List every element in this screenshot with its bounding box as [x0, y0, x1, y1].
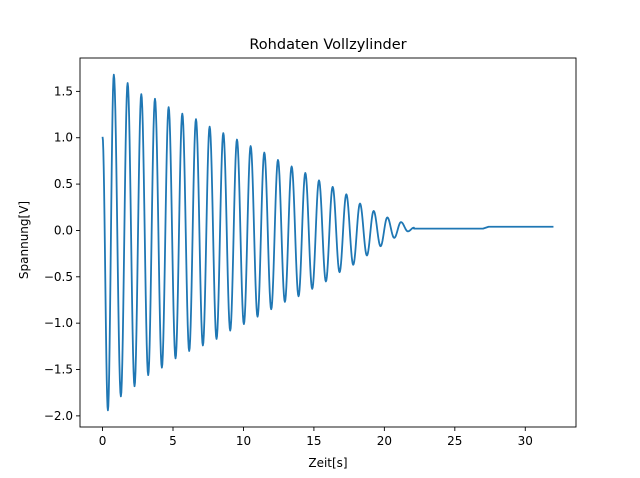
plot-area: 0 5 10 15 20 25 30 −2.0 −1.5 −1.0 −0.5 0.0 0.5 1.0 1.5: [44, 57, 577, 448]
y-tick-label-7: 1.5: [54, 84, 73, 98]
x-tick-label-4: 20: [377, 434, 392, 448]
chart-title: Rohdaten Vollzylinder: [249, 37, 406, 53]
y-tick-label-2: −1.0: [44, 316, 73, 330]
x-axis-label: Zeit[s]: [308, 456, 347, 470]
x-tick-label-5: 25: [447, 434, 462, 448]
series-line-0: [101, 73, 554, 412]
y-tick-label-0: −2.0: [44, 409, 73, 423]
x-tick-label-2: 10: [236, 434, 251, 448]
x-tick-label-1: 5: [169, 434, 177, 448]
x-tick-label-0: 0: [99, 434, 107, 448]
y-tick-label-6: 1.0: [54, 131, 73, 145]
y-tick-label-5: 0.5: [54, 177, 73, 191]
y-tick-label-3: −0.5: [44, 270, 73, 284]
x-tick-label-3: 15: [306, 434, 321, 448]
y-axis-label: Spannung[V]: [17, 201, 31, 279]
y-tick-label-1: −1.5: [44, 363, 73, 377]
y-tick-label-4: 0.0: [54, 223, 73, 237]
axes-frame: [79, 57, 577, 428]
x-tick-label-6: 30: [518, 434, 533, 448]
